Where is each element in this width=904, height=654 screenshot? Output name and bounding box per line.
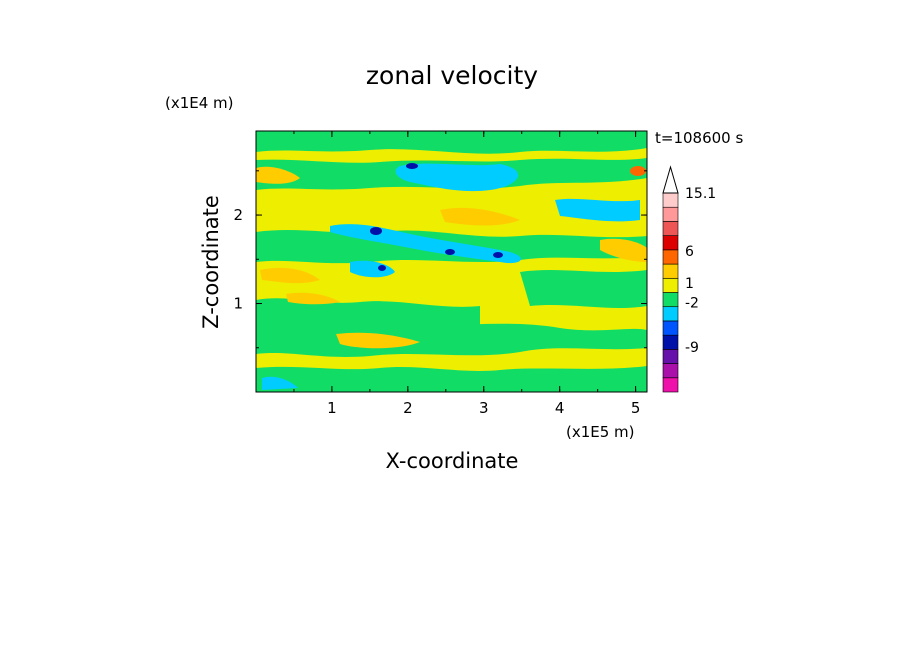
colorbar-segment: [662, 377, 679, 393]
heatmap-core-blue: [370, 227, 382, 235]
colorbar-label: 1: [685, 276, 694, 292]
heatmap-region-light-orange: [256, 166, 300, 184]
colorbar-segment: [662, 363, 679, 379]
colorbar-segment: [662, 320, 679, 336]
heatmap-region-cyan: [262, 376, 298, 390]
colorbar: 15.1 6 1 -2 -9: [662, 165, 716, 393]
x-tick-label: 3: [479, 399, 489, 417]
colorbar-segment: [662, 221, 679, 236]
heatmap-region-light-orange: [600, 238, 647, 262]
x-axis: 1 2 3 4 5: [293, 131, 641, 417]
colorbar-label: 15.1: [685, 186, 716, 202]
heatmap-region-cyan: [395, 163, 519, 192]
colorbar-label: 6: [685, 244, 694, 260]
y-axis-label: Z-coordinate: [199, 195, 223, 329]
colorbar-segment: [662, 306, 679, 322]
heatmap-region-green: [520, 270, 647, 308]
chart-title: zonal velocity: [366, 61, 538, 90]
colorbar-overflow-arrow: [662, 165, 679, 194]
heatmap-region-green: [256, 131, 647, 154]
y-axis: 12: [233, 170, 647, 349]
heatmap-core-blue: [378, 265, 386, 271]
heatmap-region-cyan: [555, 198, 640, 222]
heatmap-region-light-orange: [260, 267, 320, 284]
heatmap-core-orange: [630, 166, 646, 176]
colorbar-segment: [662, 277, 679, 293]
x-tick-label: 4: [555, 399, 565, 417]
x-axis-label: X-coordinate: [386, 449, 519, 473]
colorbar-label: -9: [685, 340, 699, 356]
y-unit-label: (x1E4 m): [165, 94, 234, 112]
heatmap-region-light-orange: [336, 332, 420, 349]
y-tick-label: 1: [233, 295, 243, 313]
heatmap-core-blue: [445, 249, 455, 255]
heatmap-region-cyan: [350, 260, 395, 278]
colorbar-segment: [662, 334, 679, 350]
x-tick-label: 5: [631, 399, 641, 417]
colorbar-segment: [662, 349, 679, 364]
colorbar-segment: [662, 235, 679, 251]
x-tick-label: 1: [327, 399, 337, 417]
time-label: t=108600 s: [655, 129, 743, 147]
heatmap-region-light-orange: [440, 207, 520, 226]
colorbar-segment: [662, 249, 679, 265]
y-tick-label: 2: [233, 206, 243, 224]
x-tick-label: 2: [403, 399, 413, 417]
heatmap-region-light-orange: [286, 292, 340, 305]
colorbar-label: -2: [685, 295, 699, 311]
heatmap-core-blue: [406, 163, 418, 169]
heatmap-field: [256, 131, 647, 392]
colorbar-segment: [662, 192, 679, 208]
colorbar-segment: [662, 292, 679, 308]
plot-frame: [255, 130, 648, 393]
colorbar-segment: [662, 206, 679, 222]
x-unit-label: (x1E5 m): [566, 423, 635, 441]
colorbar-segment: [662, 263, 679, 279]
heatmap-core-blue: [493, 252, 503, 258]
heatmap-region-green: [256, 366, 647, 392]
